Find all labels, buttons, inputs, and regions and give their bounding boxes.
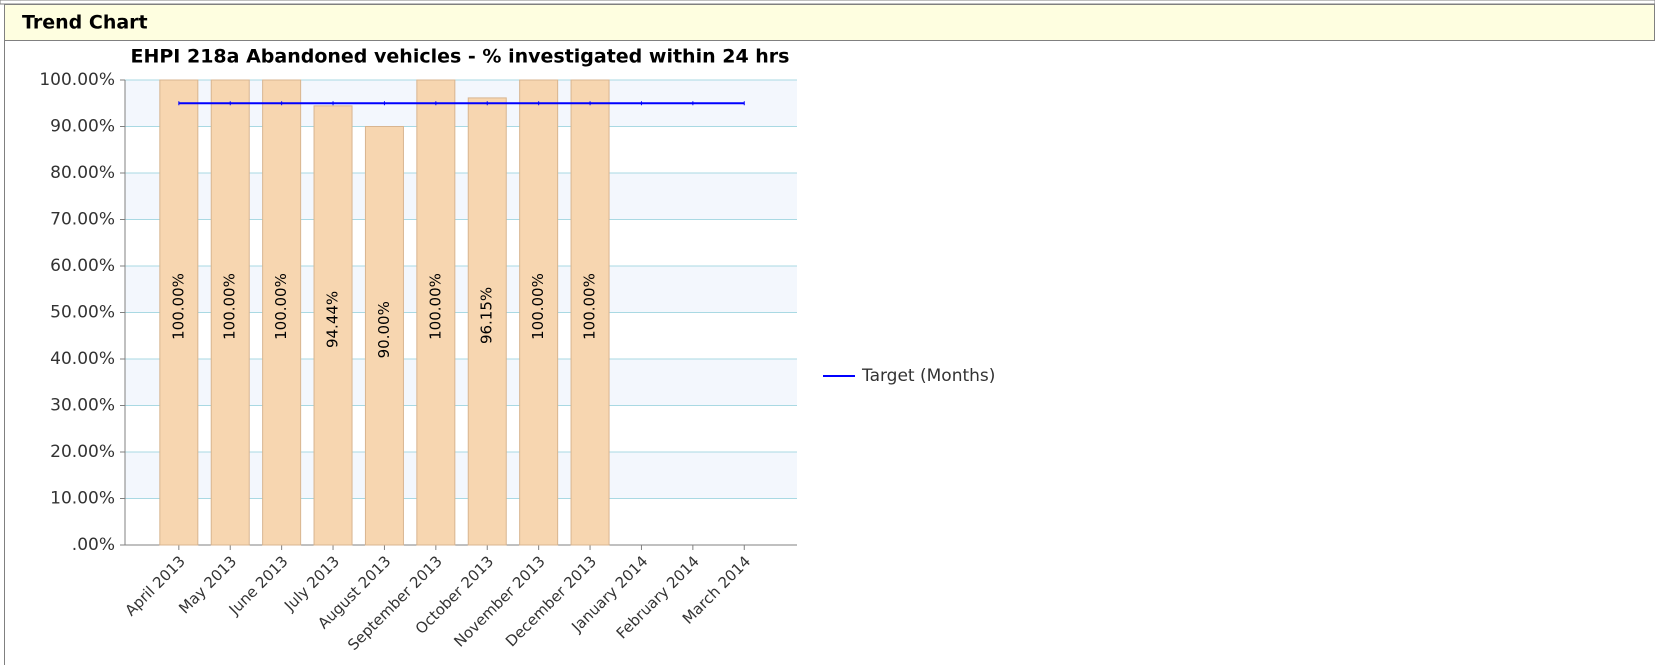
y-tick-label: 50.00% [50,303,115,323]
value-label: 100.00% [529,273,547,340]
y-tick-label: 10.00% [50,489,115,509]
value-label: 100.00% [426,273,444,340]
bar [570,79,610,546]
bar [210,79,250,546]
value-label: 96.15% [478,287,496,344]
bar [159,79,199,546]
x-tick-label: April 2013 [122,552,189,619]
value-label: 100.00% [272,273,290,340]
y-tick-label: 70.00% [50,210,115,230]
bar [467,97,507,546]
y-tick-label: 90.00% [50,117,115,137]
y-tick-label: 40.00% [50,349,115,369]
x-tick-label: December 2013 [502,552,600,650]
value-label: 94.44% [324,291,342,348]
y-tick-label: 80.00% [50,163,115,183]
y-tick-label: 100.00% [39,70,115,90]
bar [519,79,559,546]
x-tick-label: September 2013 [344,552,446,654]
chart-title: EHPI 218a Abandoned vehicles - % investi… [131,46,790,68]
bar [313,105,353,546]
value-label: 100.00% [221,273,239,340]
bar [364,126,404,546]
header-bar [4,4,1655,41]
legend-label: Target (Months) [861,366,995,386]
bar [416,79,456,546]
x-tick-label: November 2013 [450,552,548,650]
value-label: 100.00% [581,273,599,340]
value-label: 100.00% [169,273,187,340]
bar [262,79,302,546]
header-title: Trend Chart [22,12,148,34]
top-strip [0,0,1655,5]
y-tick-label: 60.00% [50,256,115,276]
y-tick-label: 20.00% [50,442,115,462]
y-tick-label: 30.00% [50,396,115,416]
y-tick-label: .00% [72,535,115,555]
value-label: 90.00% [375,301,393,358]
